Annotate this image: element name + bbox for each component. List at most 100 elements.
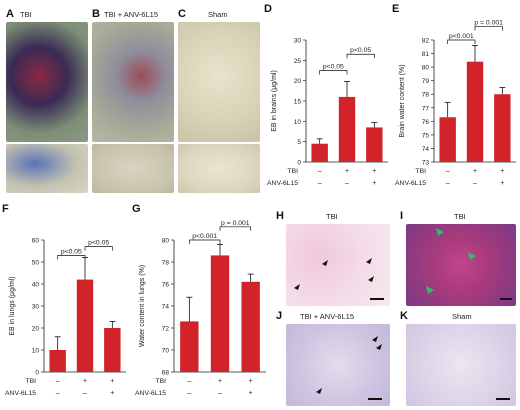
photo-panel-b: B TBI + ANV-6L15 — [88, 0, 174, 195]
photo-panel-c: C Sham — [174, 0, 260, 195]
chart-panel-e: E Brain water content (%) 73 74 75 76 77 78 79 80… — [392, 3, 516, 187]
brain-photo-tbi-coronal — [6, 144, 88, 193]
bar — [104, 328, 121, 372]
panel-letter-a: A — [6, 8, 14, 20]
panel-letter: E — [392, 3, 399, 15]
panel-letter-c: C — [178, 8, 186, 20]
chart-panel-g: G Water content in lungs (%) 68 70 72 74 76 78 8… — [132, 203, 266, 397]
treatment-row-label: ANV-6L15 — [5, 390, 36, 397]
treatment-sign: – — [318, 180, 322, 187]
treatment-sign: – — [56, 378, 60, 385]
bar — [466, 61, 484, 162]
arrowhead-icon — [294, 284, 300, 290]
treatment-row-label: TBI — [287, 168, 298, 175]
significance-bracket — [188, 239, 221, 244]
y-tick-label: 70 — [162, 348, 170, 355]
brain-photo-tbi-dorsal — [6, 22, 88, 142]
treatment-row-label: ANV-6L15 — [267, 180, 298, 187]
y-tick-label: 76 — [422, 119, 430, 126]
y-tick-label: 5 — [297, 139, 301, 146]
significance-bracket — [346, 53, 375, 59]
y-tick-label: 79 — [422, 78, 430, 85]
treatment-sign: + — [218, 378, 222, 385]
bar — [439, 117, 456, 162]
bar — [494, 94, 511, 162]
treatment-sign: + — [249, 378, 253, 385]
y-tick-label: 30 — [294, 38, 302, 45]
treatment-sign: + — [110, 378, 114, 385]
histology-panel-k: K Sham — [396, 310, 520, 410]
treatment-sign: – — [473, 180, 477, 187]
panel-letter: G — [132, 203, 141, 215]
histology-image-treated — [286, 324, 390, 406]
p-value-label: p<0.001 — [449, 33, 474, 40]
panel-title-i: TBI — [454, 212, 466, 221]
y-tick-label: 77 — [422, 105, 430, 112]
panel-title-h: TBI — [326, 212, 338, 221]
bar — [180, 321, 199, 372]
treatment-row-label: TBI — [415, 168, 426, 175]
significance-bracket — [474, 26, 503, 31]
y-tick-label: 60 — [32, 238, 40, 245]
green-arrow-icon — [426, 286, 434, 294]
p-value-label: p = 0.001 — [474, 19, 503, 26]
panel-letter: D — [264, 3, 272, 15]
significance-bracket — [447, 39, 476, 44]
p-value-label: p<0.05 — [323, 64, 344, 71]
treatment-sign: + — [500, 180, 504, 187]
bar — [338, 96, 356, 162]
y-tick-label: 20 — [294, 78, 302, 85]
significance-bracket — [84, 246, 113, 251]
y-tick-label: 73 — [422, 160, 430, 167]
brain-photo-treated-coronal — [92, 144, 174, 193]
treatment-row-label: ANV-6L15 — [135, 390, 166, 397]
histology-arrows-h — [294, 258, 374, 290]
treatment-sign: + — [372, 168, 376, 175]
y-tick-label: 10 — [32, 348, 40, 355]
p-value-label: p<0.05 — [88, 240, 109, 247]
treatment-sign: + — [345, 168, 349, 175]
y-tick-label: 68 — [162, 370, 170, 377]
y-tick-label: 80 — [162, 238, 170, 245]
histology-image-tbi-high — [406, 224, 516, 306]
chart-panel-f: F EB in lungs (µg/ml) 0 10 20 30 40 50 60 p<0.05 p… — [2, 203, 126, 397]
panel-letter-k: K — [400, 310, 408, 322]
histology-arrows-i — [426, 228, 476, 294]
scale-bar — [496, 398, 510, 400]
bar — [49, 350, 66, 372]
significance-bracket — [319, 70, 348, 75]
histology-image-sham — [406, 324, 516, 406]
y-tick-label: 78 — [162, 260, 170, 267]
photo-panel-a: A TBI — [0, 0, 88, 195]
arrowhead-icon — [368, 276, 374, 282]
treatment-sign: – — [187, 390, 191, 397]
y-tick-label: 76 — [162, 282, 170, 289]
scale-bar — [370, 298, 384, 300]
y-tick-label: 50 — [32, 260, 40, 267]
y-axis-label: EB in brains (µg/ml) — [271, 70, 278, 132]
treatment-row-label: TBI — [25, 378, 36, 385]
arrowhead-icon — [322, 260, 328, 266]
p-value-label: p<0.05 — [61, 248, 82, 255]
scale-bar — [500, 298, 512, 300]
histology-arrows-j — [316, 336, 382, 394]
treatment-sign: + — [500, 168, 504, 175]
treatment-sign: – — [218, 390, 222, 397]
bar — [241, 281, 260, 372]
y-tick-label: 75 — [422, 132, 430, 139]
panel-letter: F — [2, 203, 9, 215]
p-value-label: p<0.05 — [350, 47, 371, 54]
y-tick-label: 25 — [294, 58, 302, 65]
treatment-row-label: ANV-6L15 — [395, 180, 426, 187]
scale-bar — [368, 398, 382, 400]
y-tick-label: 40 — [32, 282, 40, 289]
p-value-label: p = 0.001 — [221, 220, 250, 227]
green-arrow-icon — [436, 228, 444, 236]
treatment-sign: – — [446, 180, 450, 187]
y-axis-label: Water content in lungs (%) — [139, 265, 146, 347]
treatment-sign: – — [56, 390, 60, 397]
panel-letter-h: H — [276, 210, 284, 222]
panel-title-c: Sham — [208, 10, 228, 19]
y-tick-label: 0 — [35, 370, 39, 377]
bar — [76, 279, 94, 372]
